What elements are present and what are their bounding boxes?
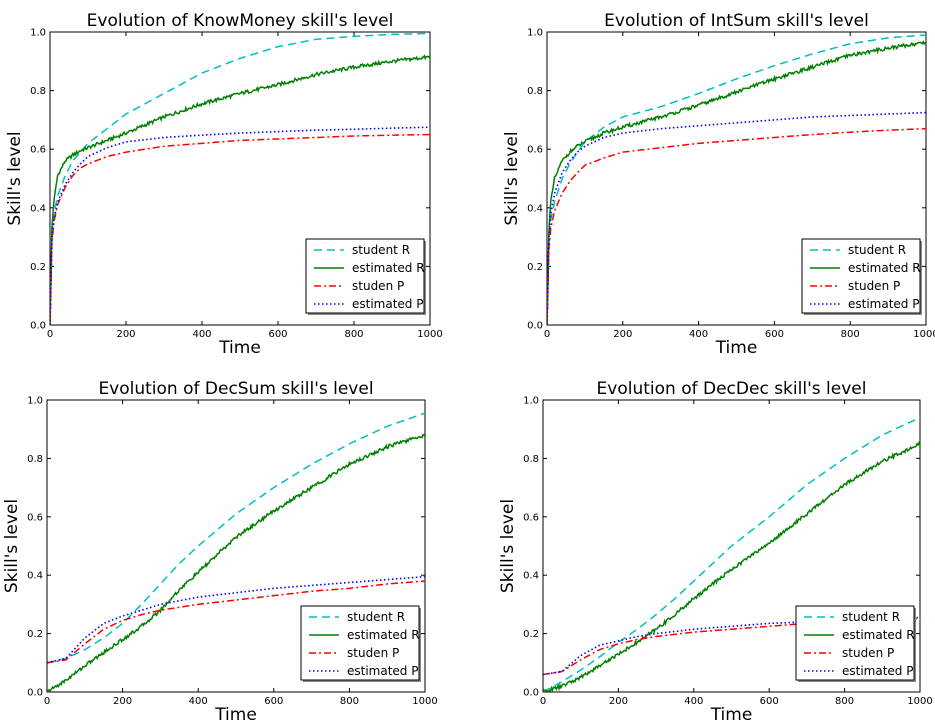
legend-label: estimated R: [848, 261, 921, 275]
chart-panel-3: Evolution of DecSum skill's level 0 200 400…: [2, 379, 438, 721]
series-line-estimated-r: [547, 39, 926, 325]
legend-box: [801, 238, 921, 314]
legend-box: [795, 605, 915, 681]
y-tick-label: 0.2: [527, 262, 543, 273]
x-tick-label: 800: [340, 696, 359, 707]
x-axis-label: Time: [214, 705, 257, 721]
y-tick-label: 1.0: [523, 396, 539, 407]
x-tick-label: 200: [609, 696, 628, 707]
x-tick-label: 1000: [417, 329, 442, 340]
legend-label: studen P: [347, 646, 399, 660]
x-tick-label: 800: [841, 329, 860, 340]
y-tick-label: 0.2: [30, 262, 46, 273]
series-line-studen-p: [543, 618, 920, 676]
y-tick-label: 0.0: [27, 688, 43, 699]
legend-label: student R: [848, 243, 906, 257]
x-tick-label: 200: [116, 329, 135, 340]
legend-label: student R: [352, 243, 410, 257]
y-tick-label: 0.8: [527, 86, 543, 97]
legend-label: studen P: [848, 279, 900, 293]
legend-label: studen P: [842, 646, 894, 660]
series-line-estimated-r: [47, 433, 425, 692]
x-tick-label: 200: [613, 329, 632, 340]
legend-label: estimated R: [347, 628, 420, 642]
x-tick-label: 800: [344, 329, 363, 340]
x-axis-label: Time: [715, 338, 758, 358]
y-tick-label: 0.6: [523, 512, 539, 523]
chart-title: Evolution of IntSum skill's level: [604, 11, 869, 31]
series-line-student-r: [547, 34, 926, 325]
x-axis-label: Time: [218, 338, 261, 358]
series-line-estimated-p: [547, 111, 926, 325]
chart-title: Evolution of DecSum skill's level: [98, 379, 373, 399]
legend-label: estimated P: [347, 664, 418, 678]
series-line-studen-p: [47, 580, 425, 664]
x-tick-label: 1000: [913, 329, 935, 340]
legend-label: student R: [842, 610, 900, 624]
series-line-student-r: [543, 416, 920, 692]
series-line-studen-p: [50, 133, 430, 325]
y-axis-label: Skill's level: [502, 131, 522, 225]
x-tick-label: 800: [835, 696, 854, 707]
y-tick-label: 0.6: [30, 145, 46, 156]
y-tick-label: 0.4: [523, 571, 539, 582]
legend-label: estimated P: [848, 297, 919, 311]
x-axis-label: Time: [710, 705, 753, 721]
y-tick-label: 0.8: [30, 86, 46, 97]
series-line-student-r: [47, 412, 425, 664]
legend-label: studen P: [352, 279, 404, 293]
chart-panel-1: Evolution of KnowMoney skill's level 0 200…: [5, 11, 443, 358]
y-tick-label: 0.0: [30, 321, 46, 332]
x-tick-label: 600: [765, 329, 784, 340]
x-tick-label: 400: [684, 696, 703, 707]
series-line-student-r: [50, 32, 430, 325]
x-tick-label: 1000: [907, 696, 932, 707]
x-tick-label: 400: [192, 329, 211, 340]
y-axis-label: Skill's level: [498, 499, 518, 593]
x-tick-label: 0: [44, 696, 50, 707]
x-tick-label: 600: [264, 696, 283, 707]
chart-title: Evolution of KnowMoney skill's level: [87, 11, 394, 31]
y-tick-label: 0.8: [27, 454, 43, 465]
legend-label: estimated P: [352, 297, 423, 311]
legend-label: estimated R: [842, 628, 915, 642]
series-line-estimated-p: [50, 126, 430, 325]
x-tick-label: 0: [47, 329, 53, 340]
y-tick-label: 0.6: [527, 145, 543, 156]
legend-label: student R: [347, 610, 405, 624]
x-tick-label: 600: [268, 329, 287, 340]
chart-panel-2: Evolution of IntSum skill's level 0 200 400…: [502, 11, 935, 358]
y-tick-label: 0.6: [27, 512, 43, 523]
legend-label: estimated P: [842, 664, 913, 678]
y-tick-label: 0.4: [27, 571, 43, 582]
y-axis-label: Skill's level: [5, 131, 25, 225]
series-line-estimated-r: [543, 440, 920, 692]
chart-title: Evolution of DecDec skill's level: [597, 379, 867, 399]
y-tick-label: 1.0: [27, 396, 43, 407]
y-tick-label: 0.0: [523, 688, 539, 699]
x-tick-label: 400: [689, 329, 708, 340]
y-tick-label: 0.0: [527, 321, 543, 332]
y-tick-label: 0.2: [523, 629, 539, 640]
x-tick-label: 0: [544, 329, 550, 340]
x-tick-label: 1000: [412, 696, 437, 707]
series-line-estimated-r: [50, 54, 430, 325]
legend-label: estimated R: [352, 261, 425, 275]
series-line-studen-p: [547, 127, 926, 325]
y-axis-label: Skill's level: [2, 499, 22, 593]
x-tick-label: 200: [113, 696, 132, 707]
x-tick-label: 0: [540, 696, 546, 707]
y-tick-label: 1.0: [30, 28, 46, 39]
x-tick-label: 600: [760, 696, 779, 707]
chart-panel-4: Evolution of DecDec skill's level 0 200 400…: [498, 379, 933, 721]
y-tick-label: 0.4: [30, 203, 46, 214]
y-tick-label: 0.4: [527, 203, 543, 214]
legend-box: [305, 238, 425, 314]
y-tick-label: 1.0: [527, 28, 543, 39]
y-tick-label: 0.8: [523, 454, 539, 465]
legend-box: [300, 605, 420, 681]
y-tick-label: 0.2: [27, 629, 43, 640]
x-tick-label: 400: [189, 696, 208, 707]
